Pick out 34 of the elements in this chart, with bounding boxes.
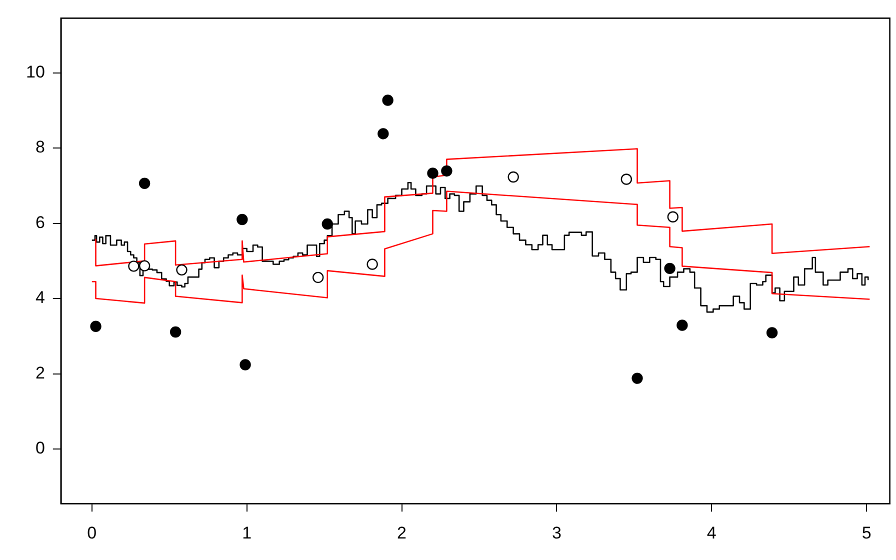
point: [322, 218, 333, 230]
point: [90, 320, 102, 332]
point: [441, 165, 452, 177]
point: [620, 174, 632, 185]
point: [138, 178, 150, 189]
point: [382, 94, 394, 106]
point: [128, 260, 140, 272]
y-tick-label: 0: [35, 438, 45, 458]
point: [676, 320, 688, 331]
point: [378, 128, 389, 140]
point: [508, 171, 519, 183]
point: [667, 211, 678, 222]
y-tick-label: 8: [35, 138, 45, 157]
point: [427, 168, 438, 179]
point: [176, 264, 188, 276]
y-tick-label: 6: [35, 212, 45, 232]
x-tick-label: 4: [706, 523, 716, 542]
x-tick-label: 5: [862, 523, 872, 542]
point: [366, 258, 378, 270]
point: [138, 260, 150, 272]
point: [664, 262, 676, 274]
point: [240, 359, 251, 370]
x-tick-label: 1: [242, 523, 252, 542]
x-tick-label: 3: [552, 523, 562, 542]
x-tick-label: 2: [397, 523, 406, 542]
point: [312, 272, 324, 284]
y-tick-label: 2: [35, 363, 45, 382]
y-tick-label: 10: [26, 62, 45, 82]
point: [632, 372, 643, 384]
point: [766, 327, 778, 338]
point: [236, 214, 248, 226]
y-tick-label: 4: [35, 288, 45, 308]
point: [170, 326, 182, 338]
x-tick-label: 0: [87, 523, 97, 542]
